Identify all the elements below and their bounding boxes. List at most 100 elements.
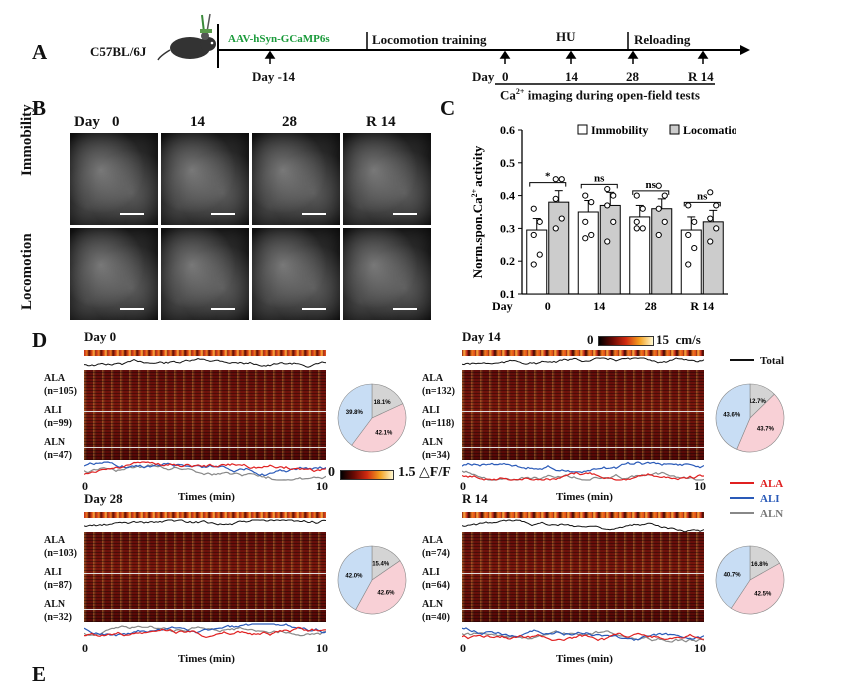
data-point bbox=[536, 251, 543, 258]
group-count: (n=87) bbox=[44, 580, 72, 591]
activity-heatmap bbox=[462, 370, 704, 460]
group-label: ALA bbox=[422, 535, 444, 546]
training-label: Locomotion training bbox=[372, 32, 487, 47]
activity-heatmap bbox=[462, 532, 704, 622]
group-traces bbox=[84, 623, 326, 639]
subpanel-title: Day 0 bbox=[84, 329, 117, 344]
significance-bracket bbox=[580, 183, 618, 189]
pie-slice-ali bbox=[337, 383, 373, 446]
timeline-tick-28: 28 bbox=[626, 69, 639, 84]
total-trace bbox=[84, 519, 326, 528]
pie-slice-ali bbox=[715, 383, 751, 450]
micrograph-locomotion-r14 bbox=[343, 228, 431, 320]
data-point bbox=[530, 231, 537, 239]
pie-label-ali: 42.0% bbox=[345, 573, 363, 579]
panel-e-letter: E bbox=[32, 662, 47, 686]
data-point bbox=[633, 192, 640, 199]
group-label: ALA bbox=[44, 373, 66, 384]
group-label: ALN bbox=[422, 437, 444, 448]
group-count: (n=47) bbox=[44, 450, 72, 461]
timeline-tick-r14: R 14 bbox=[688, 69, 714, 84]
speed-strip bbox=[84, 512, 326, 518]
significance-label: ns bbox=[646, 179, 657, 191]
data-point bbox=[685, 261, 692, 268]
legend-swatch-locomation bbox=[669, 124, 680, 135]
legend-ali: ALI bbox=[760, 493, 780, 505]
data-point bbox=[707, 215, 714, 222]
y-tick-label: 0.4 bbox=[500, 189, 515, 203]
axis-label: Times (min) bbox=[556, 653, 613, 665]
data-point bbox=[582, 218, 589, 225]
micro-day-word: Day bbox=[74, 114, 100, 130]
legend-ala: ALA bbox=[760, 478, 784, 490]
pie-slice-ali bbox=[337, 545, 373, 611]
data-point bbox=[691, 218, 698, 225]
data-point bbox=[588, 199, 595, 206]
micrograph-locomotion-day0 bbox=[70, 228, 158, 320]
group-count: (n=32) bbox=[44, 612, 72, 623]
category-pie: 18.1% 42.1% 39.8% bbox=[337, 383, 407, 453]
axis-end: 10 bbox=[316, 479, 328, 493]
data-point bbox=[582, 235, 589, 242]
pie-label-aln: 15.4% bbox=[372, 561, 390, 567]
total-trace bbox=[84, 357, 326, 368]
y-axis-label: Norm.spon.Ca2+activity bbox=[470, 145, 485, 278]
data-point bbox=[610, 218, 617, 225]
subpanel-title: Day 14 bbox=[462, 329, 501, 344]
x-axis-prefix: Day bbox=[492, 299, 513, 313]
row-label-immobility: Immobility bbox=[19, 104, 35, 176]
data-point bbox=[639, 225, 646, 232]
day-minus-label: Day -14 bbox=[252, 69, 295, 84]
y-tick-label: 0.1 bbox=[500, 287, 515, 301]
pie-slice-ala bbox=[355, 560, 407, 615]
bar-immobility bbox=[680, 229, 702, 295]
subpanel-title: R 14 bbox=[462, 491, 488, 506]
data-point bbox=[610, 192, 617, 199]
category-pie: 15.4% 42.6% 42.0% bbox=[337, 545, 407, 615]
hu-label: HU bbox=[556, 29, 576, 44]
micro-col-r14: R 14 bbox=[366, 114, 396, 130]
data-point bbox=[604, 185, 611, 193]
data-point bbox=[655, 182, 662, 189]
group-count: (n=103) bbox=[44, 548, 77, 559]
y-tick-label: 0.2 bbox=[500, 254, 515, 268]
pie-label-ala: 42.5% bbox=[754, 592, 772, 598]
group-label: ALN bbox=[44, 599, 66, 610]
data-point bbox=[604, 238, 611, 245]
data-point bbox=[530, 261, 537, 268]
pie-label-aln: 18.1% bbox=[374, 400, 392, 406]
x-tick-label: R 14 bbox=[690, 299, 714, 313]
group-label: ALI bbox=[422, 405, 440, 416]
data-point bbox=[685, 231, 692, 239]
group-count: (n=34) bbox=[422, 450, 450, 461]
timeline bbox=[217, 24, 750, 85]
x-tick-label: 28 bbox=[645, 299, 657, 313]
axis-end: 10 bbox=[694, 641, 706, 655]
group-label: ALI bbox=[44, 567, 62, 578]
pie-slice-ala bbox=[351, 403, 407, 453]
group-label: ALA bbox=[44, 535, 66, 546]
micrograph-immobility-day14 bbox=[161, 133, 249, 225]
group-label: ALA bbox=[422, 373, 444, 384]
pie-label-ala: 42.6% bbox=[377, 591, 395, 597]
micro-col-28: 28 bbox=[282, 114, 297, 130]
axis-start: 0 bbox=[460, 641, 466, 655]
speed-colorbar bbox=[598, 336, 654, 346]
data-point bbox=[558, 215, 565, 222]
legend-label-locomation: Locomation bbox=[683, 123, 736, 137]
axis-label: Times (min) bbox=[178, 653, 235, 665]
group-traces bbox=[84, 461, 326, 481]
micrograph-immobility-day0 bbox=[70, 133, 158, 225]
group-label: ALI bbox=[422, 567, 440, 578]
data-point bbox=[552, 225, 559, 232]
df-colorbar bbox=[340, 470, 394, 480]
group-count: (n=105) bbox=[44, 386, 77, 397]
data-point bbox=[633, 225, 640, 232]
micrograph-immobility-r14 bbox=[343, 133, 431, 225]
activity-heatmap bbox=[84, 370, 326, 460]
data-point bbox=[604, 202, 611, 209]
legend-total: Total bbox=[760, 355, 785, 367]
panel-a-letter: A bbox=[32, 40, 48, 64]
group-label: ALI bbox=[44, 405, 62, 416]
data-point bbox=[661, 218, 668, 225]
